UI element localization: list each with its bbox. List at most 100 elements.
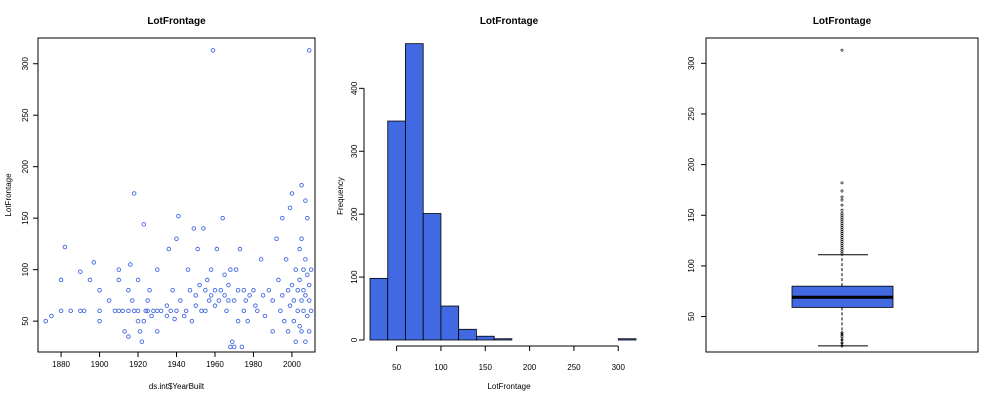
scatter-point — [258, 257, 264, 262]
outlier-point — [840, 198, 844, 202]
y-tick-label: 100 — [21, 262, 30, 276]
outlier-point — [840, 189, 844, 193]
scatter-point — [278, 308, 283, 314]
scatter-point — [214, 246, 220, 252]
scatter-point — [303, 339, 308, 344]
scatter-point — [176, 213, 181, 219]
scatter-point — [303, 198, 308, 203]
x-axis-label: LotFrontage — [487, 382, 531, 391]
scatter-point — [228, 344, 233, 350]
y-tick-label: 50 — [21, 316, 30, 325]
scatter-point — [291, 298, 297, 303]
scatter-point — [241, 308, 247, 314]
y-tick-label: 250 — [21, 108, 30, 122]
scatter-point — [297, 246, 302, 252]
scatter-point — [283, 257, 289, 262]
scatter-point — [251, 287, 256, 293]
scatter-point — [289, 282, 295, 288]
scatter-point — [285, 329, 291, 334]
scatter-point — [126, 334, 131, 339]
scatter-point — [164, 313, 170, 319]
scatter-point — [228, 267, 233, 272]
scatter-point — [131, 308, 137, 314]
scatter-point — [289, 191, 295, 196]
x-tick-label: 1980 — [245, 360, 263, 369]
x-tick-label: 150 — [479, 363, 493, 372]
histogram-bar — [405, 43, 424, 341]
y-tick-label: 250 — [687, 107, 696, 121]
outlier-point — [840, 341, 844, 345]
scatter-point — [285, 287, 291, 293]
scatter-point — [172, 316, 177, 322]
scatter-point — [155, 329, 160, 334]
scatter-point — [139, 339, 145, 344]
chart-title: LotFrontage — [147, 16, 206, 27]
scatter-point — [203, 287, 208, 293]
scatter-point — [303, 293, 308, 298]
histogram-bar — [440, 305, 460, 341]
scatter-point — [287, 303, 293, 308]
scatter-point — [297, 277, 302, 283]
y-axis-label: LotFrontage — [4, 173, 13, 217]
scatter-point — [299, 182, 304, 188]
scatter-point — [189, 318, 195, 324]
scatter-point — [299, 329, 304, 334]
scatter-point — [280, 293, 285, 298]
scatter-point — [201, 226, 206, 231]
scatter-point — [58, 308, 64, 314]
scatter-point — [306, 298, 312, 303]
scatter-point — [203, 308, 208, 314]
scatter-point — [308, 308, 314, 314]
scatter-point — [233, 267, 239, 272]
scatter-point — [130, 298, 135, 303]
scatter-point — [135, 308, 141, 314]
scatter-point — [43, 318, 48, 324]
scatter-point — [231, 298, 237, 303]
scatter-point — [235, 287, 241, 293]
chart-title: LotFrontage — [813, 16, 872, 27]
x-tick-label: 1940 — [168, 360, 186, 369]
scatter-point — [195, 246, 200, 252]
scatter-point — [255, 308, 260, 314]
scatter-point — [208, 267, 214, 272]
x-axis-label: ds.int$YearBuilt — [149, 382, 205, 391]
outlier-point — [840, 48, 844, 52]
histogram-bar — [422, 213, 442, 341]
y-axis-label: Frequency — [336, 177, 345, 215]
scatter-point — [305, 215, 310, 221]
x-tick-label: 1900 — [91, 360, 109, 369]
scatter-point — [164, 303, 170, 308]
y-tick-label: 150 — [687, 208, 696, 222]
scatter-point — [183, 308, 189, 314]
outlier-point — [840, 208, 844, 212]
scatter-point — [158, 308, 164, 314]
scatter-point — [91, 260, 97, 265]
scatter-point — [151, 308, 156, 314]
scatter-point — [193, 303, 198, 308]
x-tick-label: 300 — [612, 363, 626, 372]
outlier-point — [840, 195, 844, 199]
y-tick-label: 300 — [21, 57, 30, 71]
scatter-point — [81, 308, 87, 314]
x-tick-label: 2000 — [283, 360, 301, 369]
outlier-point — [840, 331, 844, 335]
scatter-point — [216, 298, 222, 303]
scatter-point — [78, 269, 83, 274]
scatter-point — [205, 277, 210, 283]
scatter-point — [276, 277, 281, 283]
scatter-point — [306, 282, 312, 288]
scatter-point — [210, 48, 216, 53]
scatter-point — [141, 222, 147, 227]
scatter-point — [174, 308, 179, 314]
scatter-point — [155, 308, 160, 314]
chart-title: LotFrontage — [480, 16, 539, 27]
x-tick-label: 1920 — [129, 360, 147, 369]
scatter-point — [112, 308, 118, 314]
scatter-point — [126, 308, 131, 314]
histogram-bar — [493, 338, 513, 341]
y-tick-label: 200 — [687, 157, 696, 171]
scatter-point — [116, 277, 122, 283]
scatter-point — [185, 267, 191, 272]
y-tick-label: 100 — [350, 270, 359, 284]
